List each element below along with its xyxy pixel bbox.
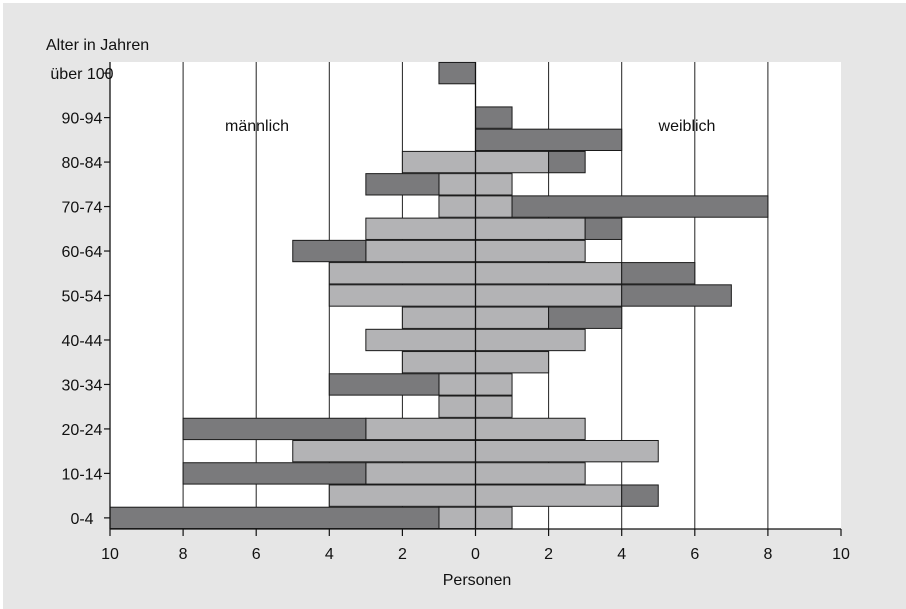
bar-female [584,217,623,240]
bar-female [511,195,769,218]
bar-female [475,417,586,441]
y-tick-label: über 100 [50,66,113,83]
y-tick-label: 40-44 [62,333,103,350]
x-tick-label: 10 [101,546,119,563]
bar-female [475,328,586,352]
bar-female [475,462,586,485]
bar-female [621,484,659,507]
male-side-label: männlich [225,118,289,135]
bar-female [475,217,586,240]
bar-male [438,373,477,396]
bar-male [292,239,367,263]
bar-female [475,351,550,374]
x-axis-title: Personen [443,572,512,589]
axes [104,62,842,536]
bar-male [438,506,477,530]
bar-male [438,195,477,218]
bar-male [438,395,477,418]
bar-female [475,173,513,196]
bar-male [182,462,367,485]
bar-female [475,506,513,530]
bar-male [328,284,476,307]
population-pyramid-chart: Alter in Jahren männlich weiblich Person… [46,37,850,589]
x-tick-label: 8 [179,546,188,563]
y-tick-label: 90-94 [62,111,103,128]
bar-female [548,306,623,329]
bar-male [365,328,477,352]
bar-female [475,306,550,329]
bar-female [475,439,659,463]
y-tick-label: 80-84 [62,155,103,172]
bar-male [328,262,476,285]
chart-frame: Alter in Jahren männlich weiblich Person… [3,3,906,609]
bar-male [328,484,476,507]
x-tick-label: 4 [617,546,626,563]
bar-female [548,150,586,174]
y-tick-label: 70-74 [62,200,103,217]
x-tick-label: 6 [252,546,261,563]
bar-female [475,195,513,218]
bar-male [365,239,477,263]
bar-male [365,173,440,196]
bar-female [475,373,513,396]
bar-female [475,395,513,418]
y-tick-label: 20-24 [62,422,103,439]
bar-female [475,150,550,174]
bars [109,61,769,530]
y-tick-label: 0-4 [70,511,93,528]
bar-female [621,284,732,307]
bar-female [475,284,623,307]
x-tick-label: 8 [763,546,772,563]
y-axis-title: Alter in Jahren [46,37,149,54]
y-tick-label: 60-64 [62,244,103,261]
x-tick-label: 2 [544,546,553,563]
bar-female [475,262,623,285]
female-side-label: weiblich [658,118,716,135]
bar-male [401,150,476,174]
bar-male [438,173,477,196]
bar-female [475,239,586,263]
x-tick-label: 6 [690,546,699,563]
x-tick-label: 2 [398,546,407,563]
bar-male [328,373,440,396]
bar-male [401,351,476,374]
bar-male [365,462,477,485]
y-tick-labels: 0-4 10-14 20-24 30-34 40-44 50-54 60-64 70-74 80… [50,66,113,528]
y-tick-label: 30-34 [62,377,103,394]
bar-female [475,128,623,152]
bar-male [365,417,477,441]
x-tick-labels: 10 8 6 4 2 0 2 4 6 8 10 [101,546,850,563]
x-tick-label: 4 [325,546,334,563]
bar-male [438,61,477,85]
x-tick-label: 10 [832,546,850,563]
bar-male [401,306,476,329]
bar-male [182,417,367,441]
bar-female [475,484,623,507]
bar-female [621,262,696,285]
bar-female [475,106,513,129]
bar-male [109,506,440,530]
y-tick-label: 50-54 [62,289,103,306]
bar-male [365,217,477,240]
y-tick-label: 10-14 [62,466,103,483]
bar-male [292,439,476,463]
x-tick-label: 0 [471,546,480,563]
